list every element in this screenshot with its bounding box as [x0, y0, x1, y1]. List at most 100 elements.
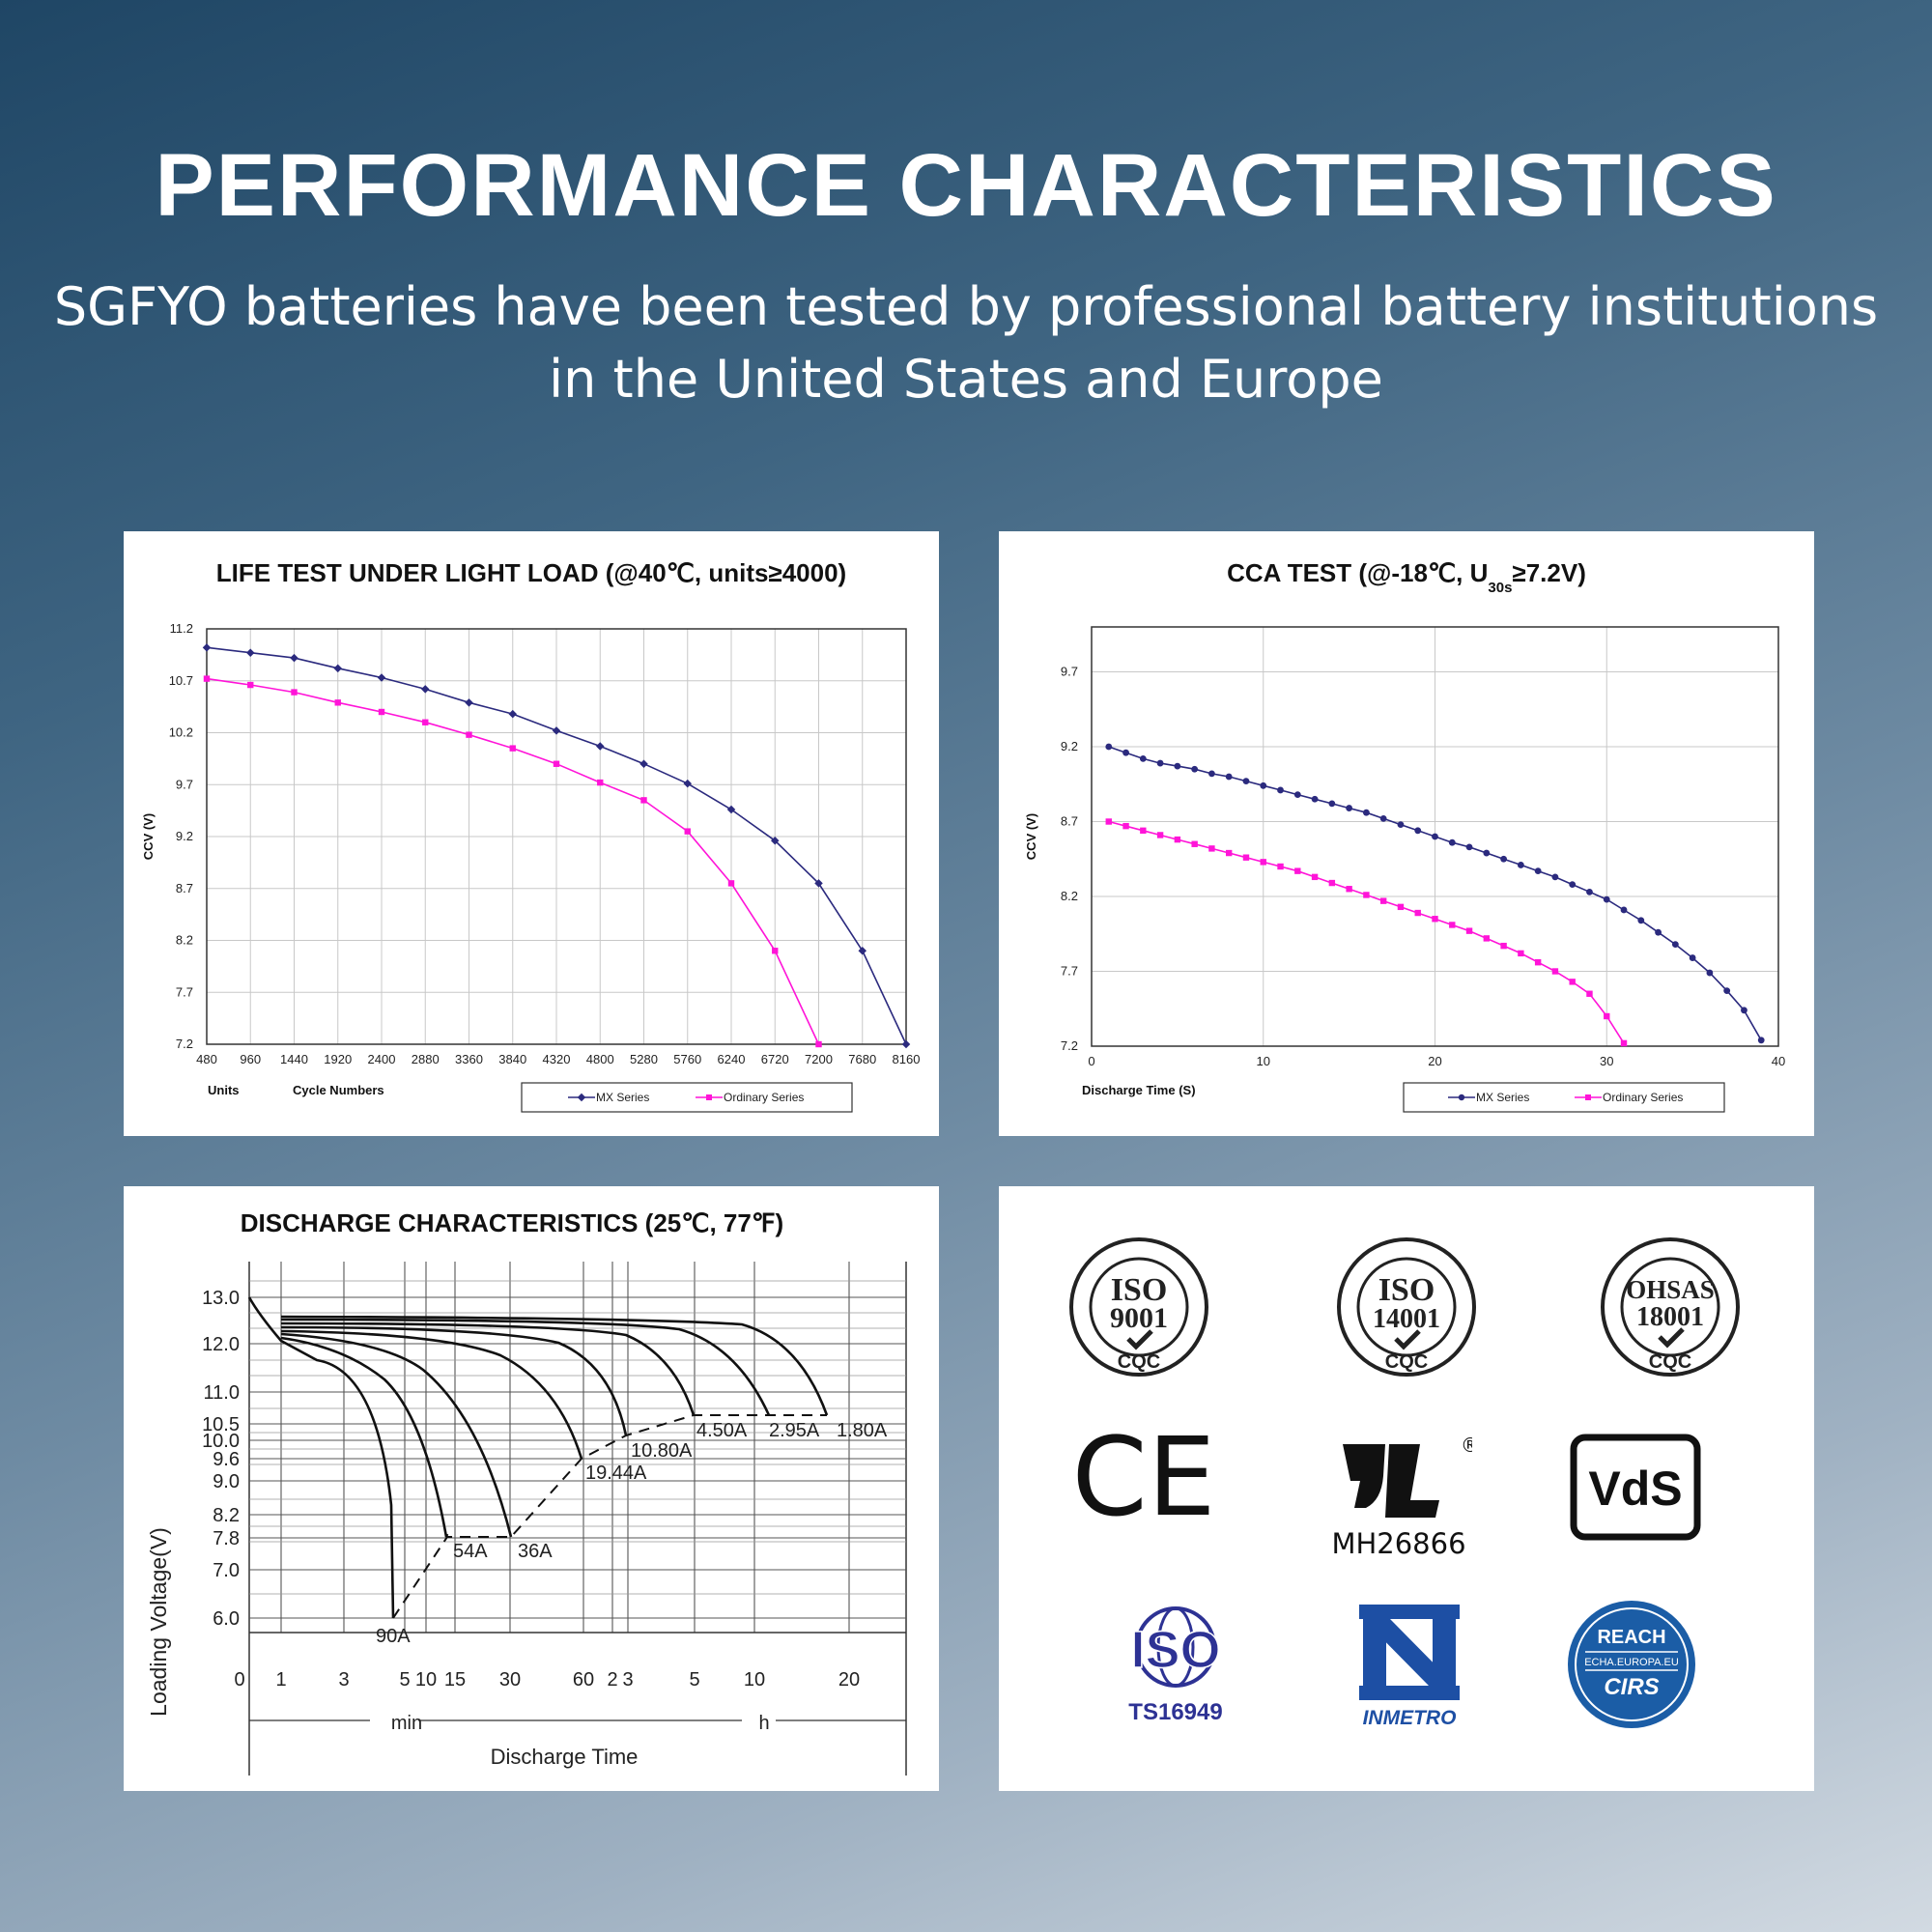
- chart-legend: MX Series Ordinary Series: [1403, 1082, 1725, 1113]
- x-axis-label: Discharge Time: [491, 1745, 639, 1769]
- chart-title-subscript: 30s: [1488, 580, 1512, 596]
- data-point: [683, 779, 692, 788]
- reach-cirs-mark-icon: REACH ECHA.EUROPA.EU CIRS: [1568, 1601, 1695, 1728]
- y-tick-label: 10.7: [169, 673, 193, 688]
- x-tick-label: 20: [1428, 1054, 1441, 1068]
- life-test-chart: LIFE TEST UNDER LIGHT LOAD (@40℃, units≥…: [141, 558, 920, 1113]
- data-point: [1191, 840, 1198, 847]
- x-tick-label: 6720: [761, 1052, 789, 1066]
- x-tick-label: 5760: [673, 1052, 701, 1066]
- curve-19a: [280, 1329, 583, 1460]
- x-tick-label: 10: [744, 1669, 765, 1690]
- data-point: [1465, 843, 1473, 851]
- data-point: [1191, 765, 1199, 773]
- seal-text: OHSAS: [1626, 1275, 1715, 1304]
- y-tick-label: 8.7: [1061, 814, 1078, 829]
- y-tick-label: 10.2: [169, 725, 193, 740]
- x-tick-label: 60: [573, 1669, 594, 1690]
- legend-ordinary-marker: [706, 1094, 712, 1100]
- data-point: [1671, 941, 1679, 948]
- curve-54a: [280, 1336, 449, 1538]
- data-point: [1346, 805, 1353, 811]
- data-point: [1363, 809, 1370, 816]
- data-point: [1242, 854, 1250, 861]
- x-tick-label: 480: [196, 1052, 217, 1066]
- curve-1a: [280, 1315, 829, 1416]
- y-tick-label: 10.5: [202, 1414, 240, 1435]
- data-point: [1569, 881, 1577, 888]
- x-axis-unit-label: Units: [208, 1083, 240, 1097]
- page-subtitle-line2: in the United States and Europe: [549, 349, 1383, 410]
- legend-ordinary-marker: [1585, 1094, 1591, 1100]
- ul-number: MH26866: [1331, 1527, 1465, 1560]
- data-point: [901, 1039, 911, 1049]
- legend-ordinary-label: Ordinary Series: [1603, 1091, 1683, 1104]
- x-tick-label: 0: [1088, 1054, 1094, 1068]
- data-point: [640, 797, 647, 804]
- data-point: [1414, 827, 1422, 835]
- y-tick-label: 9.0: [213, 1471, 240, 1492]
- data-point: [1655, 928, 1662, 936]
- page-title: PERFORMANCE CHARACTERISTICS: [155, 136, 1777, 235]
- x-tick-label: 3: [622, 1669, 633, 1690]
- chart-title: CCA TEST (@-18℃, U30s≥7.2V): [1227, 558, 1586, 596]
- curve-90a: [247, 1296, 395, 1619]
- data-point: [1500, 855, 1507, 863]
- x-tick-label: 4320: [543, 1052, 571, 1066]
- data-point: [1706, 969, 1714, 977]
- discharge-chart-panel: DISCHARGE CHARACTERISTICS (25℃, 77℉) 6.0…: [124, 1186, 939, 1791]
- data-point: [377, 673, 386, 682]
- data-point: [1551, 968, 1559, 975]
- data-point: [1311, 873, 1319, 881]
- y-tick-label: 7.2: [176, 1037, 193, 1051]
- data-point: [596, 742, 605, 751]
- data-point: [815, 1040, 822, 1048]
- label-4a: 4.50A: [696, 1420, 748, 1441]
- data-point: [1293, 791, 1301, 798]
- data-point: [1156, 832, 1164, 838]
- data-point: [246, 648, 255, 657]
- x-tick-label: 20: [838, 1669, 860, 1690]
- data-point: [1174, 836, 1181, 843]
- inmetro-mark-icon: INMETRO: [1359, 1605, 1460, 1729]
- inmetro-text: INMETRO: [1363, 1707, 1457, 1729]
- data-point: [1225, 773, 1233, 781]
- y-axis-label: CCV (V): [141, 813, 156, 860]
- x-tick-label: 2: [607, 1669, 617, 1690]
- data-point: [1277, 786, 1284, 794]
- series-line-ordinary: [1108, 820, 1625, 1044]
- seal-text: ISO: [1111, 1272, 1168, 1308]
- y-tick-label: 10.0: [202, 1431, 240, 1452]
- data-point: [1449, 922, 1456, 928]
- y-tick-label: 8.2: [213, 1505, 240, 1526]
- discharge-curves: [247, 1296, 829, 1619]
- data-point: [1311, 795, 1319, 803]
- data-point: [247, 681, 254, 689]
- seal-mark: CQC: [1649, 1351, 1691, 1373]
- check-icon: [1126, 1329, 1153, 1350]
- x-tick-label: 5: [399, 1669, 410, 1690]
- legend-mx-label: MX Series: [596, 1091, 649, 1104]
- data-point: [333, 664, 342, 673]
- curve-36a: [280, 1332, 513, 1538]
- data-point: [1122, 749, 1129, 756]
- ce-mark-icon: CE: [1076, 1418, 1211, 1534]
- chart-title-end: ≥7.2V): [1512, 558, 1585, 587]
- data-point: [727, 880, 735, 887]
- data-point: [1534, 959, 1542, 966]
- data-point: [639, 759, 648, 768]
- data-point: [1226, 849, 1233, 857]
- y-tick-label: 11.0: [204, 1382, 240, 1404]
- x-tick-label: 2880: [412, 1052, 440, 1066]
- data-point: [1586, 888, 1593, 895]
- label-54a: 54A: [453, 1541, 488, 1562]
- y-tick-label: 7.8: [213, 1528, 240, 1549]
- x-unit-h: h: [758, 1713, 769, 1734]
- data-point: [1379, 815, 1387, 822]
- data-point: [1294, 867, 1301, 874]
- data-point: [1757, 1037, 1765, 1044]
- x-tick-label: 5: [689, 1669, 699, 1690]
- data-point: [1277, 863, 1284, 870]
- y-axis-label: CCV (V): [1024, 813, 1038, 860]
- data-point: [1741, 1007, 1747, 1014]
